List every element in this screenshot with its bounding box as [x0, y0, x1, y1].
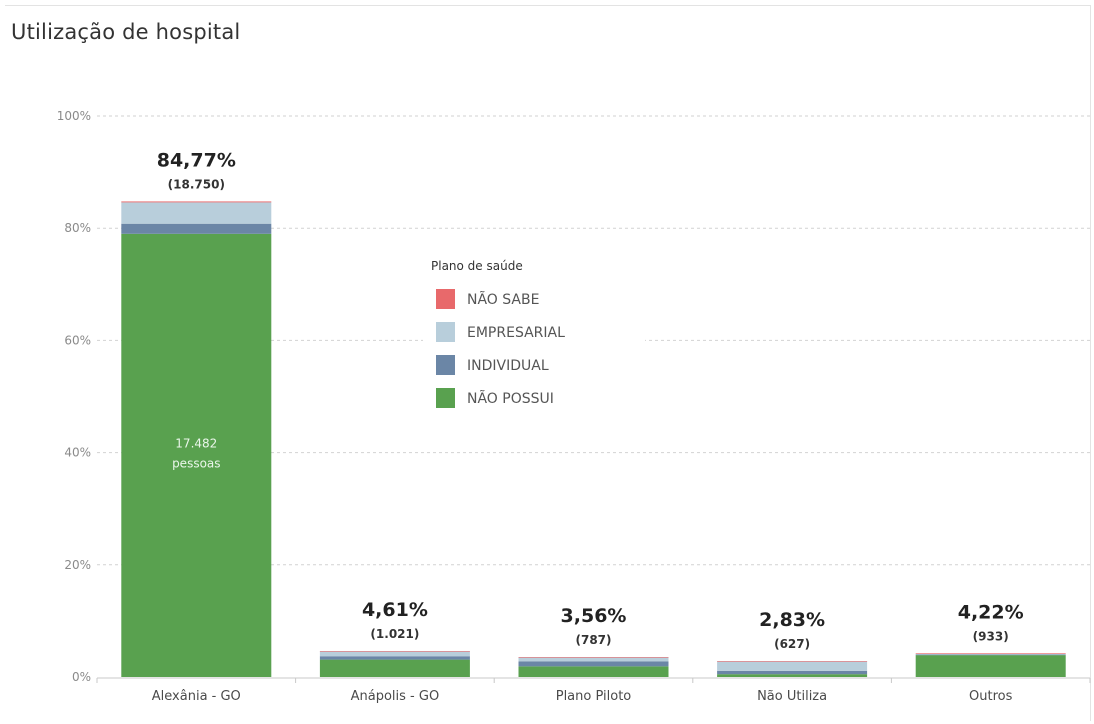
bar-outros-empresarial [915, 653, 1066, 655]
bar-alexania-go-empresarial [121, 202, 272, 224]
bar-plano-piloto-individual [518, 661, 669, 667]
legend-label-individual: INDIVIDUAL [467, 358, 549, 374]
total-count-label: (933) [973, 629, 1009, 643]
legend-background [423, 252, 645, 418]
bar-outros-nao-sabe [915, 653, 1066, 654]
legend-swatch-individual [436, 355, 455, 375]
bar-nao-utiliza-individual [717, 670, 868, 675]
bar-outros-individual [915, 654, 1066, 656]
total-count-label: (627) [774, 637, 810, 651]
legend-label-nao-sabe: NÃO SABE [467, 291, 539, 308]
total-count-label: (1.021) [370, 627, 419, 641]
bar-plano-piloto-nao-sabe [518, 657, 669, 658]
y-tick-label: 40% [64, 446, 91, 460]
total-percent-label: 2,83% [759, 609, 825, 631]
total-percent-label: 84,77% [157, 149, 236, 171]
legend-swatch-nao-possui [436, 388, 455, 408]
x-category-label: Outros [969, 689, 1013, 704]
total-percent-label: 3,56% [561, 605, 627, 627]
bar-nao-utiliza-nao-possui [717, 674, 868, 677]
y-tick-label: 20% [64, 558, 91, 572]
legend-swatch-empresarial [436, 322, 455, 342]
total-count-label: (18.750) [168, 177, 225, 191]
bar-plano-piloto-empresarial [518, 657, 669, 662]
x-category-label: Plano Piloto [556, 689, 632, 704]
bar-anapolis-go-nao-sabe [319, 651, 470, 652]
y-tick-label: 80% [64, 221, 91, 235]
bar-anapolis-go-empresarial [319, 651, 470, 657]
y-tick-label: 100% [57, 109, 91, 123]
chart-title: Utilização de hospital [11, 20, 241, 44]
x-category-label: Não Utiliza [757, 689, 827, 704]
x-category-label: Alexânia - GO [152, 689, 241, 704]
bar-nao-utiliza-nao-sabe [717, 661, 868, 662]
total-percent-label: 4,61% [362, 599, 428, 621]
bar-alexania-go-individual [121, 223, 272, 234]
legend-swatch-nao-sabe [436, 289, 455, 309]
y-tick-label: 60% [64, 333, 91, 347]
bar-alexania-go-nao-sabe [121, 201, 272, 203]
y-tick-label: 0% [72, 670, 91, 684]
legend-label-empresarial: EMPRESARIAL [467, 325, 565, 341]
x-category-label: Anápolis - GO [351, 689, 440, 704]
bar-value-annotation: pessoas [172, 456, 220, 470]
legend-title: Plano de saúde [431, 259, 523, 273]
bar-anapolis-go-individual [319, 656, 470, 660]
bar-alexania-go-nao-possui [121, 233, 272, 677]
bar-anapolis-go-nao-possui [319, 659, 470, 677]
bar-outros-nao-possui [915, 655, 1066, 677]
total-count-label: (787) [575, 633, 611, 647]
legend-label-nao-possui: NÃO POSSUI [467, 390, 554, 407]
bar-plano-piloto-nao-possui [518, 666, 669, 677]
total-percent-label: 4,22% [958, 601, 1024, 623]
bar-nao-utiliza-empresarial [717, 661, 868, 671]
bar-value-annotation: 17.482 [175, 436, 217, 450]
chart-frame [5, 5, 1091, 721]
